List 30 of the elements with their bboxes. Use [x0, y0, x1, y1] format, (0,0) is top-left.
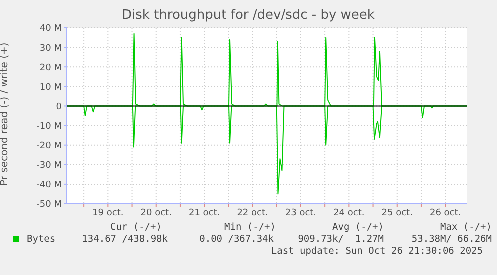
x-tick-label: 26 oct. [430, 208, 462, 218]
chart-title: Disk throughput for /dev/sdc - by week [121, 8, 376, 23]
y-tick-label: -40 M [36, 180, 62, 191]
text: 909.73k/ 1.27M [297, 234, 384, 245]
x-tick-label: 22 oct. [237, 208, 268, 218]
x-tick-label: 25 oct. [382, 208, 413, 218]
y-tick-label: 20 M [40, 63, 62, 74]
text: 0.00 /367.34k [198, 234, 274, 245]
x-tick-label: 23 oct. [285, 208, 317, 218]
text: Last update: Sun Oct 26 21:30:06 2025 [271, 246, 483, 257]
y-tick-label: 10 M [40, 82, 62, 93]
x-tick-label: 19 oct. [92, 208, 124, 218]
text: Avg (-/+) [332, 222, 384, 233]
y-tick-label: 30 M [40, 44, 62, 54]
y-tick-label: -10 M [36, 122, 62, 132]
text: 53.38M/ 66.26M [410, 234, 492, 245]
x-tick-label: 20 oct. [140, 208, 172, 218]
text: Cur (-/+) [110, 222, 162, 233]
x-tick-label: 24 oct. [334, 208, 365, 218]
text: Min (-/+) [224, 222, 276, 233]
y-axis-title: Pr second read (-) / write (+) [0, 42, 11, 186]
y-tick-label: -30 M [36, 161, 62, 172]
y-tick-label: 0 [56, 102, 62, 112]
y-tick-label: 40 M [40, 24, 62, 34]
legend-label: Bytes [26, 234, 56, 245]
text: 134.67 /438.98k [81, 234, 168, 245]
text: Max (-/+) [440, 222, 492, 233]
y-tick-label: -50 M [36, 200, 62, 210]
x-tick-label: 21 oct. [188, 208, 220, 218]
y-tick-label: -20 M [36, 142, 62, 152]
